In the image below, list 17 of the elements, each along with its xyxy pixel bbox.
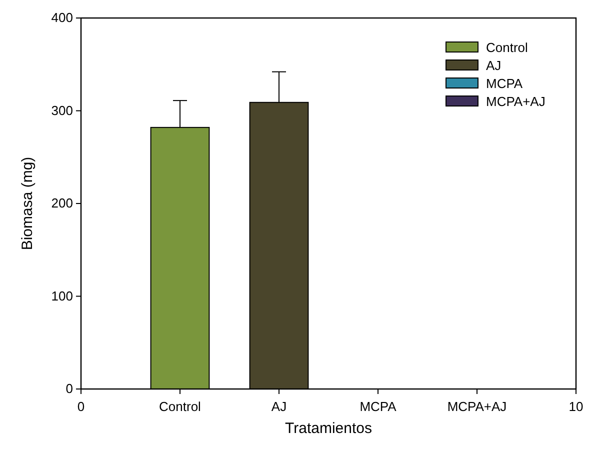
y-tick-label: 200 — [51, 196, 73, 210]
legend-label: MCPA+AJ — [486, 94, 546, 109]
legend-label: Control — [486, 40, 528, 55]
legend-label: AJ — [486, 58, 502, 73]
x-axis-title: Tratamientos — [285, 420, 372, 437]
x-tick-label: AJ — [271, 399, 287, 414]
y-tick-label: 100 — [51, 288, 73, 304]
x-tick-label: MCPA — [360, 399, 397, 414]
y-axis-title: Biomasa (mg) — [19, 156, 36, 250]
x-tick-label: 10 — [568, 399, 584, 414]
y-tick-label: 400 — [51, 10, 73, 25]
x-tick-label: Control — [159, 399, 202, 414]
y-tick-label: 300 — [51, 102, 73, 118]
legend-label: MCPA — [486, 76, 523, 91]
x-tick-label: MCPA+AJ — [447, 399, 507, 414]
y-tick-label: 0 — [66, 381, 73, 396]
x-tick-label: 0 — [77, 399, 85, 414]
